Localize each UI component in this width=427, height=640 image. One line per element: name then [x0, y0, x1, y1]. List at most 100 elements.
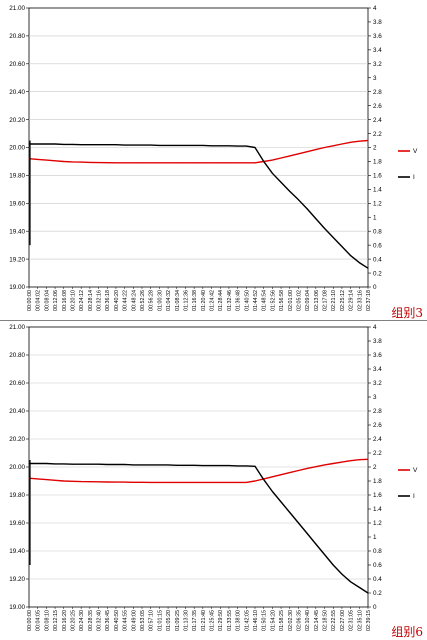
legend-label-i: I	[413, 174, 415, 181]
x-tick-label: 01:48:54	[262, 290, 268, 311]
series-i-point	[28, 463, 30, 464]
series-i-point	[106, 144, 108, 146]
series-i-point	[106, 464, 108, 466]
y-right-tick-label: 1.8	[373, 478, 382, 485]
series-i-point	[184, 464, 186, 466]
x-tick-label: 00:28:14	[88, 290, 94, 311]
series-i-point	[211, 465, 213, 467]
y-right-tick-label: 0.8	[373, 228, 382, 235]
x-tick-label: 02:13:06	[314, 290, 320, 311]
series-i-point	[45, 143, 47, 145]
series-i-point	[289, 190, 291, 192]
x-tick-label: 00:00:00	[27, 610, 33, 631]
series-i-point	[98, 463, 100, 465]
series-v-point	[297, 470, 299, 471]
x-tick-label: 00:49:00	[131, 610, 137, 631]
y-left-tick-label: 20.80	[9, 33, 25, 40]
y-right-tick-label: 0.6	[373, 242, 382, 249]
x-tick-label: 02:02:30	[288, 610, 294, 631]
y-right-tick-label: 1.4	[373, 187, 382, 194]
y-right-tick-label: 0.8	[373, 548, 382, 555]
series-i-point	[263, 479, 265, 481]
series-v-point	[150, 481, 152, 483]
x-tick-label: 02:10:40	[305, 610, 311, 631]
series-v-line	[28, 139, 369, 164]
x-tick-label: 01:46:10	[253, 610, 259, 631]
y-right-tick-label: 3	[373, 75, 377, 82]
y-right-tick-label: 2.6	[373, 103, 382, 110]
series-v-point	[54, 160, 56, 162]
chart-2: 19.0019.2019.4019.6019.8020.0020.2020.40…	[9, 324, 423, 639]
x-tick-label: 01:42:05	[244, 610, 250, 631]
series-i-point	[245, 145, 247, 147]
series-i-point	[332, 564, 334, 566]
series-v-point	[237, 162, 239, 164]
series-i-point	[280, 501, 282, 503]
series-v-point	[297, 153, 299, 155]
legend-label-i: I	[413, 493, 415, 500]
y-right-tick-label: 2.4	[373, 117, 382, 124]
series-v-point	[54, 479, 56, 481]
series-i-point	[280, 181, 282, 183]
x-tick-label: 02:39:15	[366, 610, 372, 631]
series-v-point	[71, 161, 73, 163]
series-i-point	[254, 147, 256, 148]
y-right-tick-label: 3.2	[373, 380, 382, 387]
series-v-point	[176, 481, 178, 483]
series-v-point	[115, 481, 117, 483]
series-v-point	[184, 162, 186, 164]
series-i-point	[63, 463, 65, 465]
series-v-point	[324, 464, 326, 466]
x-tick-label: 01:13:30	[183, 610, 189, 631]
x-tick-label: 02:09:04	[305, 290, 311, 311]
series-v-point	[271, 159, 273, 161]
group-label: 组别3	[391, 306, 423, 320]
y-right-tick-label: 4	[373, 324, 377, 331]
series-v-point	[63, 160, 65, 162]
x-tick-label: 01:52:56	[270, 290, 276, 311]
series-i-point	[28, 143, 30, 145]
series-i-point	[315, 218, 317, 220]
series-i-point	[341, 246, 343, 248]
y-right-tick-label: 3	[373, 394, 377, 401]
series-i-point	[98, 144, 100, 146]
series-v-point	[167, 162, 169, 164]
y-left-tick-label: 19.80	[9, 173, 25, 180]
series-v-point	[211, 481, 213, 483]
series-v-point	[280, 157, 282, 159]
series-i-point	[184, 144, 186, 146]
x-tick-label: 00:08:04	[44, 290, 50, 311]
y-right-tick-label: 0	[373, 604, 377, 611]
y-right-tick-label: 0	[373, 284, 377, 291]
series-i-point	[132, 464, 134, 466]
y-left-tick-label: 20.80	[9, 352, 25, 359]
y-left-tick-label: 19.80	[9, 492, 25, 499]
x-tick-label: 00:04:05	[36, 610, 42, 631]
x-tick-label: 01:09:25	[175, 610, 181, 631]
series-v-point	[45, 479, 47, 481]
series-v-point	[193, 162, 195, 164]
series-i-point	[228, 145, 230, 147]
y-left-tick-label: 20.40	[9, 408, 25, 415]
series-i-point	[367, 592, 369, 594]
y-right-tick-label: 1	[373, 534, 377, 541]
y-left-tick-label: 19.60	[9, 520, 25, 527]
series-i-point	[158, 464, 160, 466]
series-v-point	[315, 466, 317, 468]
x-tick-label: 01:32:46	[227, 290, 233, 311]
series-v-point	[193, 481, 195, 483]
series-i-point	[350, 255, 352, 257]
x-tick-label: 02:31:05	[349, 610, 355, 631]
x-tick-label: 00:44:22	[123, 290, 129, 311]
series-i-point	[350, 581, 352, 583]
y-right-tick-label: 1.4	[373, 506, 382, 513]
series-v-point	[37, 158, 39, 160]
series-v-point	[289, 155, 291, 157]
series-i-point	[219, 145, 221, 147]
x-tick-label: 01:00:30	[157, 290, 163, 311]
series-v-point	[89, 481, 91, 483]
series-i-point	[202, 465, 204, 467]
series-i-point	[141, 464, 143, 466]
x-tick-label: 00:12:06	[53, 290, 59, 311]
x-tick-label: 00:48:24	[131, 290, 137, 311]
